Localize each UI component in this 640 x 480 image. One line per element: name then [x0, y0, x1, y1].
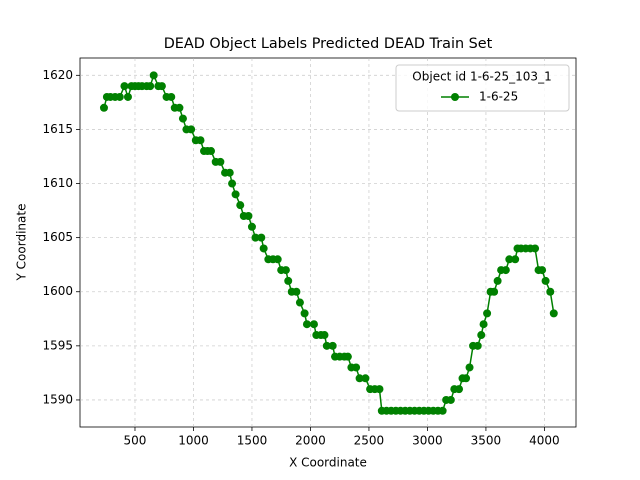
point	[302, 320, 311, 329]
y-tick-label: 1615	[42, 122, 73, 136]
point	[462, 374, 471, 383]
legend-box	[395, 64, 570, 112]
x-tick-label: 1500	[237, 434, 268, 448]
legend: Object id 1-6-25_103_1 1-6-25	[395, 64, 570, 112]
legend-marker	[451, 93, 459, 101]
point	[196, 136, 205, 145]
point	[244, 211, 253, 220]
point	[273, 255, 282, 264]
point	[295, 298, 304, 307]
point	[120, 82, 129, 91]
point	[259, 244, 268, 253]
point	[284, 276, 293, 285]
point	[146, 82, 155, 91]
point	[231, 190, 240, 199]
point	[207, 147, 216, 156]
point	[511, 255, 520, 264]
point	[175, 103, 184, 112]
y-tick-label: 1590	[42, 392, 73, 406]
x-axis-label: X Coordinate	[289, 456, 367, 470]
point	[251, 233, 260, 242]
point	[228, 179, 237, 188]
y-tick-label: 1600	[42, 284, 73, 298]
point	[531, 244, 540, 253]
x-tick-label: 2500	[354, 434, 385, 448]
point	[473, 341, 482, 350]
point	[216, 157, 225, 166]
point	[438, 406, 447, 415]
point	[167, 92, 176, 101]
point	[187, 125, 196, 134]
legend-title: Object id 1-6-25_103_1	[412, 70, 551, 84]
point	[309, 320, 318, 329]
y-tick-label: 1610	[42, 176, 73, 190]
point	[549, 309, 558, 318]
point	[483, 309, 492, 318]
point	[292, 287, 301, 296]
point	[123, 92, 132, 101]
point	[352, 363, 361, 372]
point	[477, 331, 486, 340]
point	[157, 82, 166, 91]
x-tick-label: 3000	[412, 434, 443, 448]
point	[541, 276, 550, 285]
point	[465, 363, 474, 372]
plot-area	[80, 58, 576, 427]
point	[281, 266, 290, 275]
point	[455, 385, 464, 394]
point	[236, 201, 245, 210]
point	[361, 374, 370, 383]
point	[355, 374, 364, 383]
y-tick-label: 1595	[42, 338, 73, 352]
point	[446, 395, 455, 404]
y-tick-label: 1605	[42, 230, 73, 244]
point	[328, 341, 337, 350]
point	[322, 341, 331, 350]
point	[115, 92, 124, 101]
point	[99, 103, 108, 112]
point	[300, 309, 309, 318]
x-tick-label: 2000	[295, 434, 326, 448]
point	[225, 168, 234, 177]
point	[546, 287, 555, 296]
point	[149, 71, 158, 80]
point	[505, 255, 514, 264]
y-axis-label: Y Coordinate	[15, 204, 29, 282]
point	[493, 276, 502, 285]
point	[320, 331, 329, 340]
plot-frame	[79, 57, 577, 428]
point	[501, 266, 510, 275]
y-tick-label: 1620	[42, 68, 73, 82]
x-tick-label: 3500	[471, 434, 502, 448]
x-tick-label: 1000	[178, 434, 209, 448]
point	[247, 222, 256, 231]
chart-title: DEAD Object Labels Predicted DEAD Train …	[164, 36, 493, 52]
point	[490, 287, 499, 296]
point	[257, 233, 266, 242]
point	[479, 320, 488, 329]
point	[375, 385, 384, 394]
legend-label: 1-6-25	[479, 90, 518, 104]
point	[538, 266, 547, 275]
x-tick-label: 4000	[529, 434, 560, 448]
x-tick-label: 500	[124, 434, 147, 448]
point	[343, 352, 352, 361]
point	[178, 114, 187, 123]
